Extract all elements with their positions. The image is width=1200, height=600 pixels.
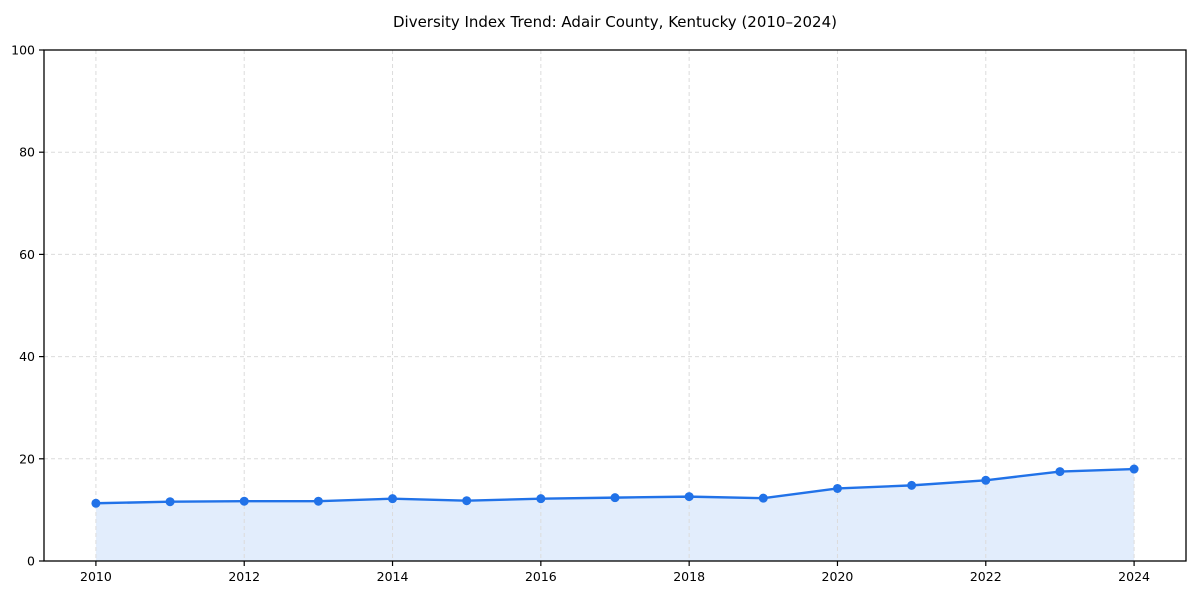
data-point-2013 <box>313 496 323 506</box>
x-tick-label-2016: 2016 <box>525 569 557 584</box>
y-tick-label-0: 0 <box>27 554 35 569</box>
y-tick-label-80: 80 <box>19 145 35 160</box>
y-tick-label-40: 40 <box>19 349 35 364</box>
x-tick-label-2010: 2010 <box>80 569 112 584</box>
data-point-2014 <box>388 494 398 504</box>
x-tick-label-2014: 2014 <box>377 569 409 584</box>
data-point-2023 <box>1055 467 1065 477</box>
data-point-2020 <box>832 483 842 493</box>
data-point-2011 <box>165 497 175 507</box>
data-point-2010 <box>91 498 101 508</box>
data-point-2024 <box>1129 464 1139 474</box>
area-fill <box>95 469 1135 561</box>
data-point-2019 <box>758 493 768 503</box>
data-point-2017 <box>610 493 620 503</box>
y-tick-label-60: 60 <box>19 247 35 262</box>
data-point-2021 <box>907 480 917 490</box>
x-tick-label-2012: 2012 <box>228 569 260 584</box>
x-tick-label-2020: 2020 <box>822 569 854 584</box>
x-tick-label-2024: 2024 <box>1118 569 1150 584</box>
data-point-2018 <box>684 492 694 502</box>
data-point-2015 <box>462 496 472 506</box>
plot-border <box>43 49 1187 562</box>
y-tick-label-100: 100 <box>11 43 35 58</box>
data-point-2012 <box>239 496 249 506</box>
x-tick-label-2018: 2018 <box>673 569 705 584</box>
y-tick-label-20: 20 <box>19 451 35 466</box>
data-point-2016 <box>536 494 546 504</box>
x-tick-label-2022: 2022 <box>970 569 1002 584</box>
chart-title: Diversity Index Trend: Adair County, Ken… <box>392 13 838 31</box>
data-point-2022 <box>981 475 991 485</box>
